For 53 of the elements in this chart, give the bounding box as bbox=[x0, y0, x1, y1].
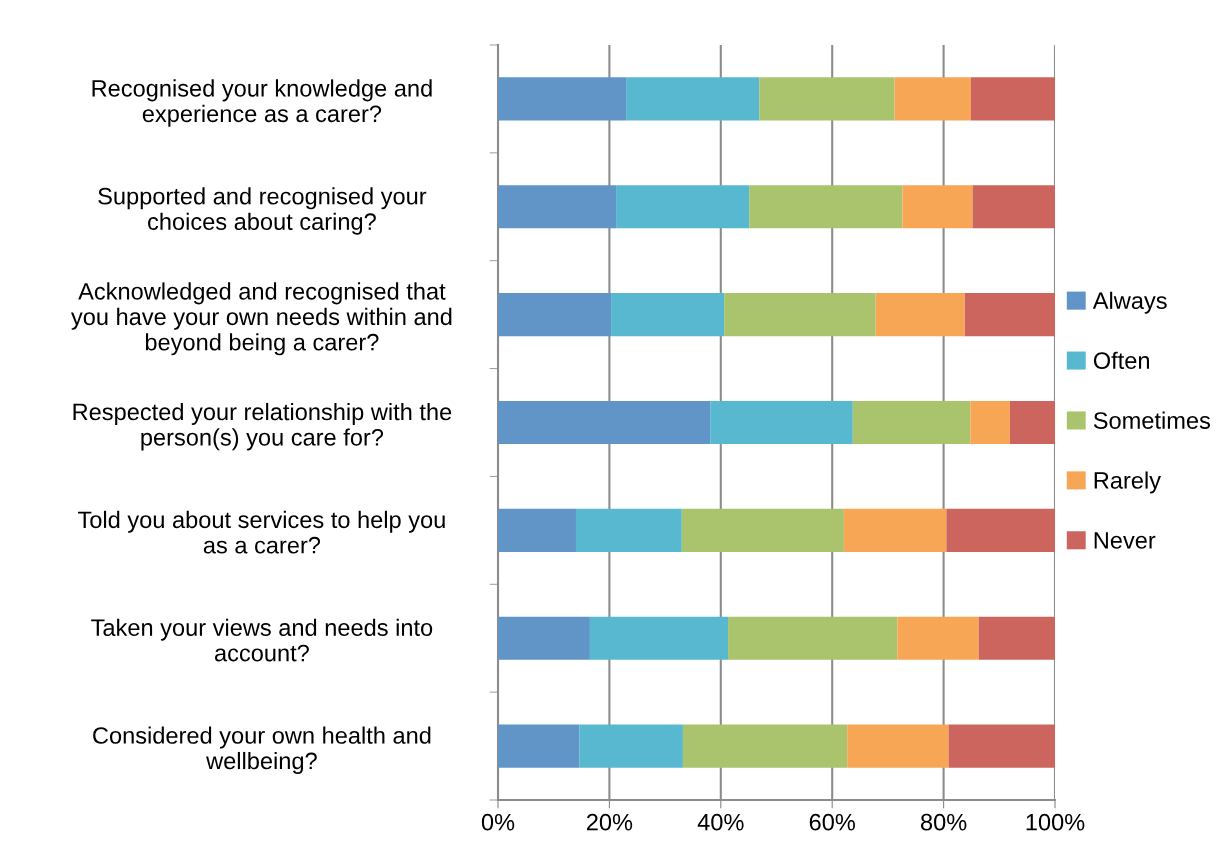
x-tick-label: 40% bbox=[697, 813, 744, 831]
bar bbox=[681, 508, 844, 552]
y-tick-label: Supported and recognised your choices about caring? bbox=[98, 187, 427, 235]
y-tick-label: Respected your relationship with the person(s) you care for? bbox=[73, 402, 452, 451]
bar bbox=[498, 77, 627, 121]
y-tick-label: Taken your views and needs into account? bbox=[91, 618, 433, 662]
bar bbox=[946, 508, 1055, 552]
bar bbox=[852, 400, 971, 445]
bar bbox=[498, 508, 576, 552]
bar bbox=[970, 77, 1055, 121]
x-tick-label: 60% bbox=[809, 813, 855, 831]
y-tick-label: Considered your own health and wellbeing? bbox=[93, 726, 431, 774]
y-tick-label: Told you about services to help you as a carer? bbox=[78, 510, 445, 554]
bar bbox=[589, 616, 729, 660]
bar bbox=[498, 293, 612, 337]
bar bbox=[972, 185, 1055, 229]
legend-label: Rarely bbox=[1094, 471, 1161, 494]
bar bbox=[847, 724, 949, 768]
bar bbox=[978, 616, 1055, 660]
x-tick-label: 20% bbox=[586, 813, 633, 831]
bar bbox=[897, 616, 979, 660]
bar bbox=[710, 400, 853, 445]
bar bbox=[948, 724, 1055, 768]
legend-label: Often bbox=[1093, 351, 1149, 369]
bar bbox=[498, 185, 617, 229]
bar bbox=[964, 293, 1055, 337]
x-tick-label: 100% bbox=[1026, 813, 1085, 831]
bar bbox=[611, 293, 725, 337]
bar bbox=[724, 293, 876, 337]
bar bbox=[682, 724, 848, 768]
y-tick-label: Recognised your knowledge and experience as a carer? bbox=[92, 79, 432, 127]
bar bbox=[843, 508, 947, 552]
bar bbox=[902, 185, 973, 229]
bar bbox=[759, 77, 895, 121]
legend-label: Never bbox=[1094, 532, 1156, 549]
bar bbox=[875, 293, 965, 337]
bar bbox=[575, 508, 682, 552]
bar bbox=[498, 724, 580, 768]
bar bbox=[616, 185, 750, 229]
bar bbox=[894, 77, 971, 121]
x-tick-label: 0% bbox=[481, 813, 515, 831]
y-tick-label: Acknowledged and recognised that you have your own needs within and beyond being a carer? bbox=[70, 282, 452, 356]
bar bbox=[626, 77, 760, 121]
legend-label: Sometimes bbox=[1093, 411, 1211, 429]
bar bbox=[749, 185, 903, 229]
legend-label: Always bbox=[1092, 291, 1167, 314]
bar bbox=[498, 616, 590, 660]
bar bbox=[579, 724, 683, 768]
bar bbox=[970, 400, 1010, 445]
bar bbox=[498, 400, 711, 445]
x-tick-label: 80% bbox=[921, 813, 967, 831]
bar bbox=[1009, 400, 1055, 445]
bar bbox=[728, 616, 898, 660]
